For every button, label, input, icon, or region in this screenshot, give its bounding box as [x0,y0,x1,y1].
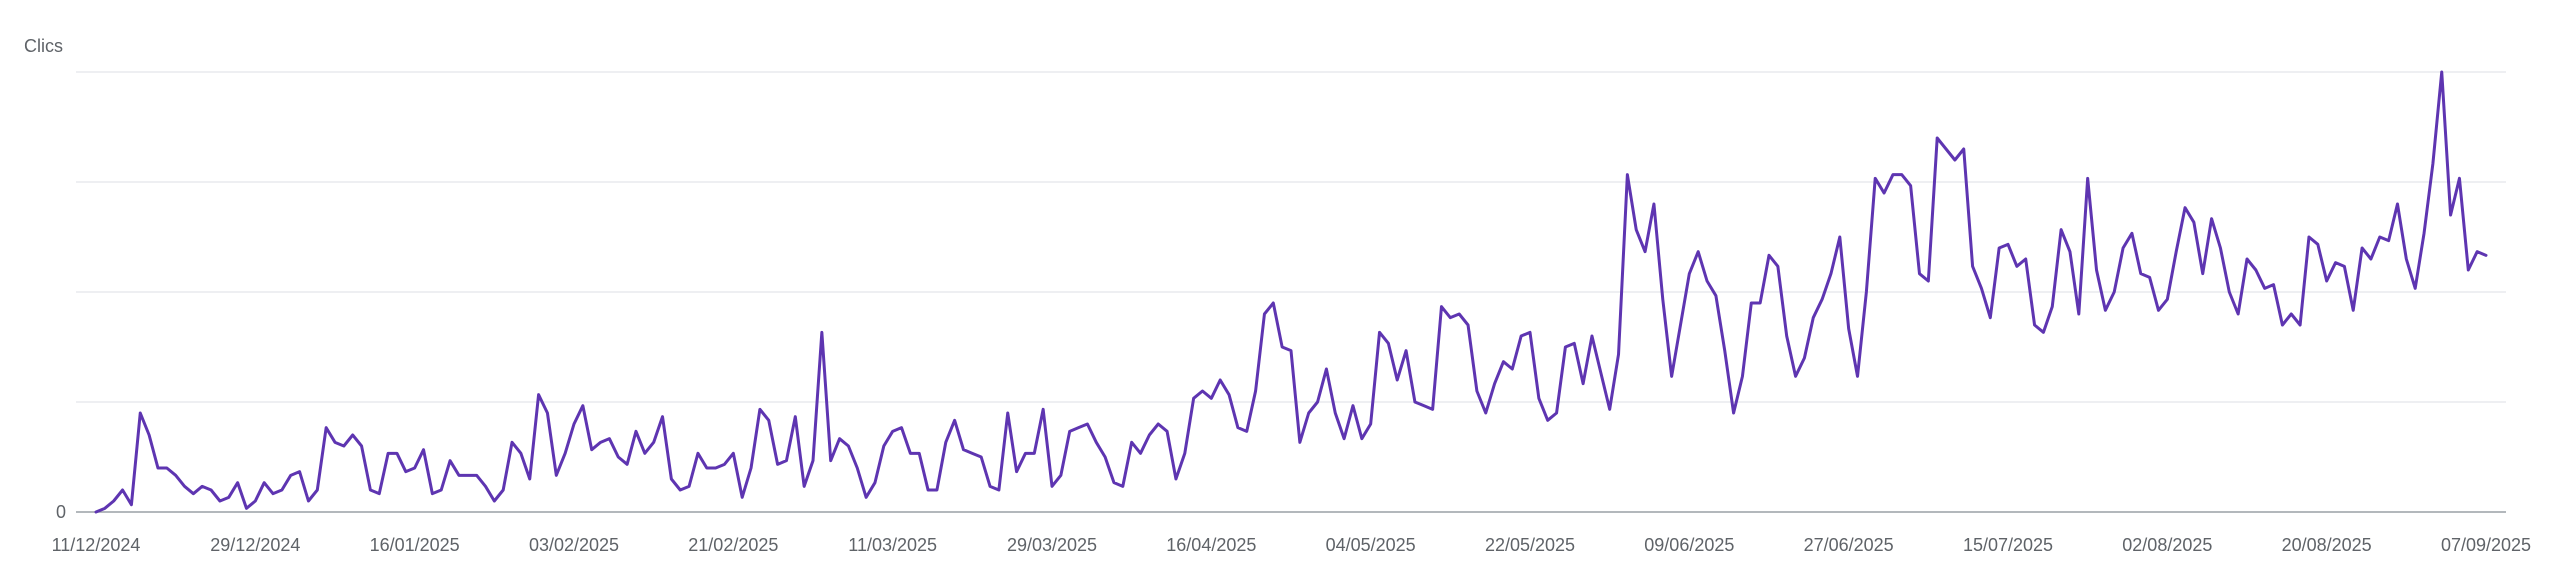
x-tick-label: 02/08/2025 [2122,535,2212,555]
x-tick-label: 16/01/2025 [370,535,460,555]
x-tick-label: 22/05/2025 [1485,535,1575,555]
x-tick-label: 27/06/2025 [1804,535,1894,555]
x-tick-label: 16/04/2025 [1166,535,1256,555]
x-tick-label: 21/02/2025 [688,535,778,555]
x-tick-label: 09/06/2025 [1644,535,1734,555]
clicks-series-line [94,70,2488,514]
x-tick-label: 03/02/2025 [529,535,619,555]
x-tick-label: 11/03/2025 [848,535,937,555]
x-tick-label: 04/05/2025 [1326,535,1416,555]
x-tick-label: 11/12/2024 [52,535,141,555]
x-tick-label: 29/03/2025 [1007,535,1097,555]
x-tick-label: 07/09/2025 [2441,535,2531,555]
y-tick-label-zero: 0 [56,502,66,522]
x-tick-label: 15/07/2025 [1963,535,2053,555]
x-tick-label: 20/08/2025 [2282,535,2372,555]
x-tick-label: 29/12/2024 [210,535,300,555]
y-axis-label: Clics [24,36,63,56]
x-tick-labels: 11/12/2024 29/12/2024 16/01/2025 03/02/2025… [52,535,2531,555]
